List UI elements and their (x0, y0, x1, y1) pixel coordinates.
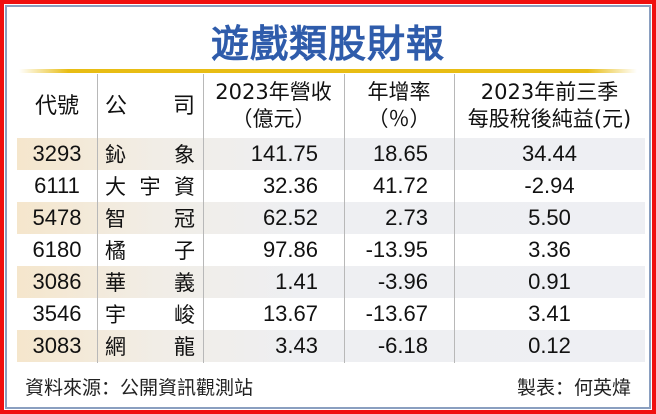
cell-eps: 34.44 (521, 141, 578, 166)
header-eps-line2: 每股稅後純益(元) (467, 107, 632, 131)
cell-revenue: 13.67 (262, 301, 318, 326)
cell-company: 橘子 (105, 239, 195, 263)
table-row: 3086 華義 1.41 -3.96 0.91 (17, 266, 645, 298)
header-code: 代號 (34, 93, 79, 119)
cell-code: 3293 (32, 141, 82, 166)
cell-revenue: 3.43 (275, 333, 318, 358)
chart-panel: 遊戲類股財報 代號 公 司 2023年營收 （億元） 年增率 （％） 2023年… (5, 5, 651, 409)
footer: 資料來源：公開資訊觀測站 製表：何英煒 (25, 371, 631, 401)
cell-code: 3083 (32, 333, 82, 358)
cell-growth: -3.96 (377, 269, 428, 294)
header-eps: 2023年前三季 每股稅後純益(元) (454, 74, 645, 138)
cell-company: 宇峻 (105, 303, 195, 327)
cell-company: 智冠 (105, 207, 195, 231)
cell-company: 華義 (105, 271, 195, 295)
header-company-char-2: 司 (172, 93, 195, 119)
chart-title: 遊戲類股財報 (210, 22, 445, 66)
cell-revenue: 32.36 (262, 173, 318, 198)
data-table: 代號 公 司 2023年營收 （億元） 年增率 （％） 2023年前三季 每股稅… (17, 74, 645, 363)
header-revenue-line1: 2023年營收 (215, 80, 332, 104)
cell-code: 3546 (32, 301, 82, 326)
cell-growth: -13.67 (365, 301, 428, 326)
cell-eps: 5.50 (528, 205, 571, 230)
source-note: 資料來源：公開資訊觀測站 (25, 376, 254, 399)
cell-code: 3086 (32, 269, 82, 294)
header-company: 公 司 (97, 74, 203, 138)
cell-eps: -2.94 (524, 173, 575, 198)
title-rule (19, 69, 637, 73)
cell-revenue: 1.41 (275, 269, 318, 294)
header-company-char-1: 公 (105, 93, 128, 119)
cell-revenue: 62.52 (262, 205, 318, 230)
cell-code: 5478 (32, 205, 82, 230)
table-row: 3293 鈊象 141.75 18.65 34.44 (17, 138, 645, 170)
cell-growth: 41.72 (372, 173, 428, 198)
cell-growth: 2.73 (385, 205, 428, 230)
cell-company: 鈊象 (105, 143, 195, 167)
table-body: 3293 鈊象 141.75 18.65 34.44 6111 大宇資 32.3… (17, 138, 645, 362)
header-revenue-line2: （億元） (231, 107, 316, 131)
header-eps-line1: 2023年前三季 (480, 80, 619, 104)
cell-growth: 18.65 (372, 141, 428, 166)
table-row: 6180 橘子 97.86 -13.95 3.36 (17, 234, 645, 266)
cell-eps: 3.41 (528, 301, 571, 326)
table-header: 代號 公 司 2023年營收 （億元） 年增率 （％） 2023年前三季 每股稅… (17, 74, 645, 138)
cell-eps: 3.36 (528, 237, 571, 262)
header-growth-line2: （％） (367, 107, 431, 131)
cell-company: 網龍 (105, 335, 195, 359)
credit-note: 製表：何英煒 (516, 376, 631, 399)
table-row: 3083 網龍 3.43 -6.18 0.12 (17, 330, 645, 362)
cell-revenue: 141.75 (250, 141, 318, 166)
header-revenue: 2023年營收 （億元） (203, 74, 344, 138)
table-row: 3546 宇峻 13.67 -13.67 3.41 (17, 298, 645, 330)
table-row: 5478 智冠 62.52 2.73 5.50 (17, 202, 645, 234)
table-row: 6111 大宇資 32.36 41.72 -2.94 (17, 170, 645, 202)
header-growth-line1: 年增率 (367, 80, 431, 104)
cell-growth: -6.18 (377, 333, 428, 358)
cell-company: 大宇資 (105, 175, 195, 199)
cell-eps: 0.12 (528, 333, 571, 358)
cell-code: 6180 (32, 237, 82, 262)
cell-revenue: 97.86 (262, 237, 318, 262)
cell-eps: 0.91 (528, 269, 571, 294)
cell-growth: -13.95 (365, 237, 428, 262)
cell-code: 6111 (34, 173, 80, 198)
header-growth: 年增率 （％） (344, 74, 454, 138)
